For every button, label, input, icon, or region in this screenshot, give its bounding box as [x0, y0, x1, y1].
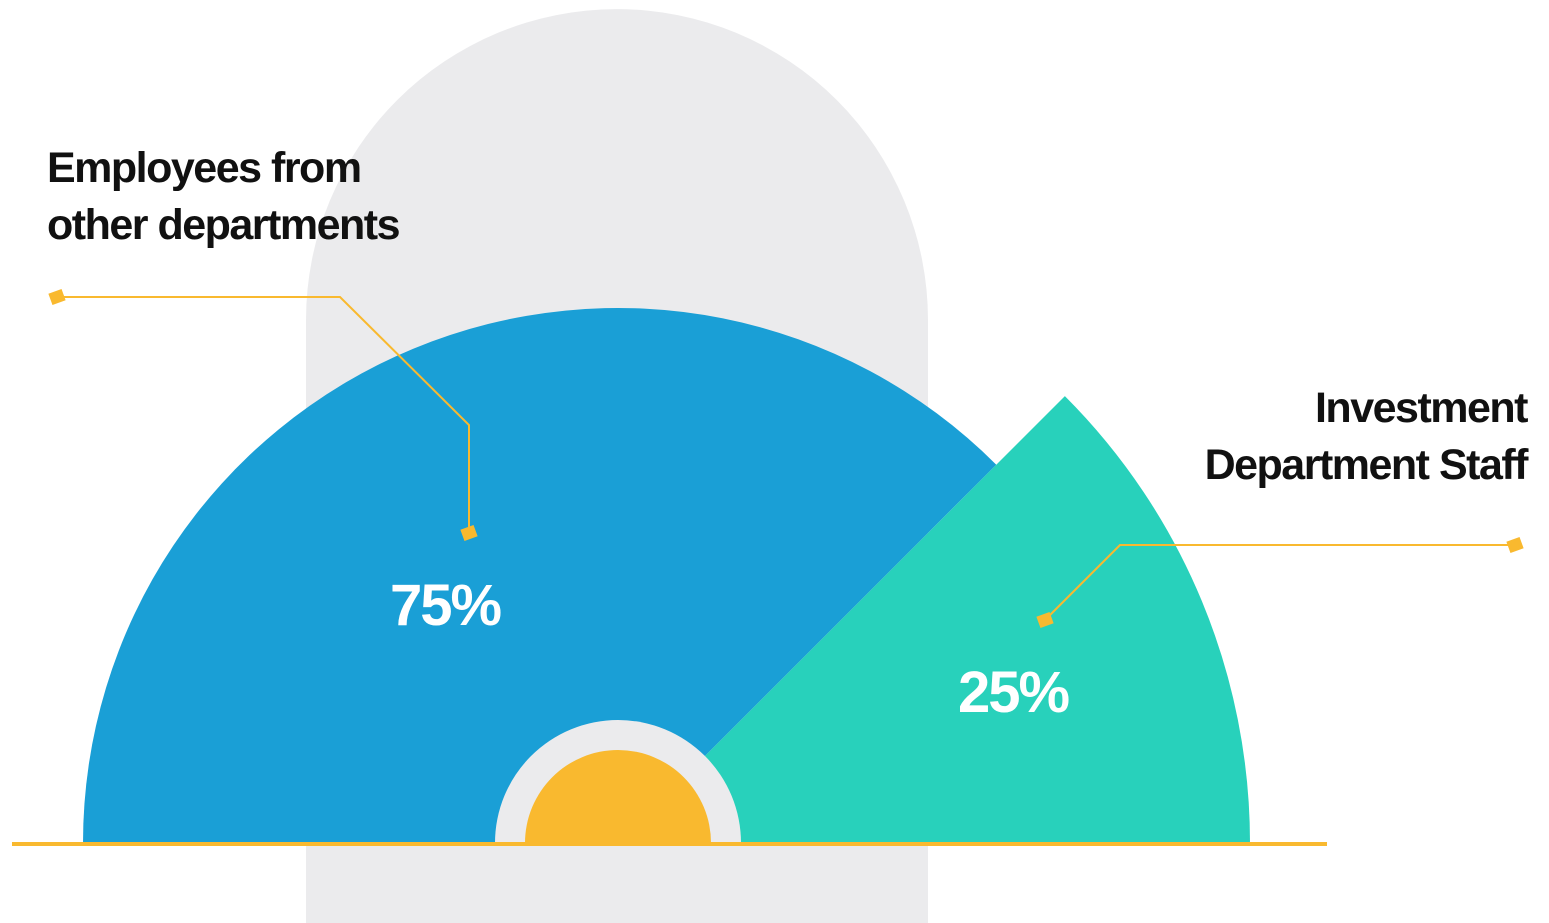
leader-dot	[48, 288, 66, 306]
category-label: Investment Department Staff	[1204, 384, 1529, 489]
slice	[618, 396, 1250, 843]
leader-dot	[1036, 611, 1054, 629]
leader-line	[1044, 544, 1515, 621]
background-arch-base	[306, 846, 928, 923]
value-label: 75%	[390, 573, 502, 638]
leader-dot	[460, 524, 478, 542]
category-label: Employees from other departments	[47, 144, 401, 249]
leader-dot	[1506, 536, 1524, 554]
leader-line	[57, 296, 470, 533]
slice	[82, 307, 997, 843]
slices	[82, 307, 1250, 843]
value-label: 25%	[958, 660, 1070, 725]
